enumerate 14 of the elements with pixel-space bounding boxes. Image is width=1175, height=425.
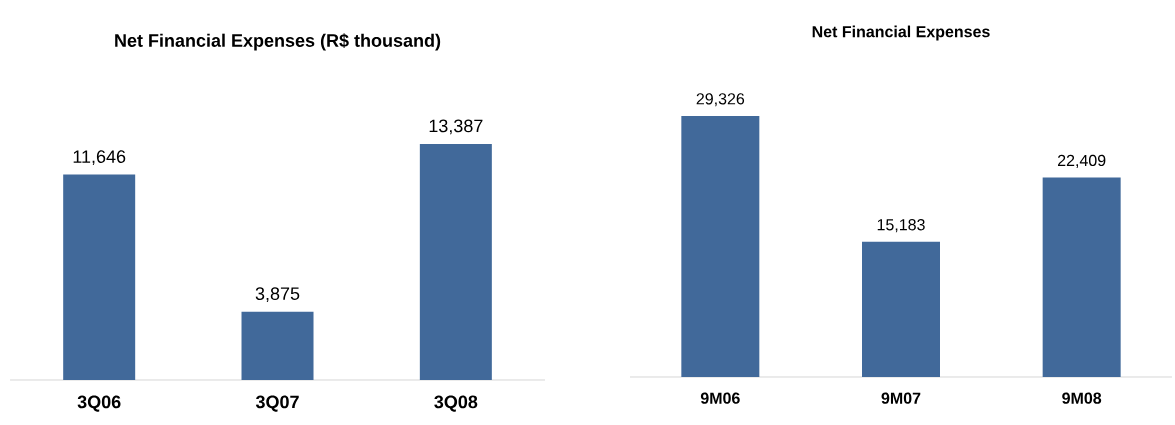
data-label: 3,875: [255, 287, 300, 303]
x-tick-label: 3Q07: [255, 395, 299, 412]
chart-title: Net Financial Expenses (R$ thousand): [115, 33, 441, 51]
x-tick-label: 9M08: [1062, 392, 1102, 404]
data-label: 13,387: [429, 119, 483, 135]
data-label: 15,183: [877, 219, 925, 233]
x-tick-label: 3Q08: [434, 395, 478, 412]
x-tick-label: 3Q06: [77, 395, 121, 412]
x-tick-label: 9M07: [881, 392, 921, 404]
data-label: 11,646: [73, 150, 126, 166]
chart-title: Net Financial Expenses: [812, 25, 990, 41]
x-tick-label: 9M06: [700, 392, 740, 404]
data-label: 22,409: [1057, 154, 1106, 168]
data-label: 29,326: [696, 93, 745, 107]
